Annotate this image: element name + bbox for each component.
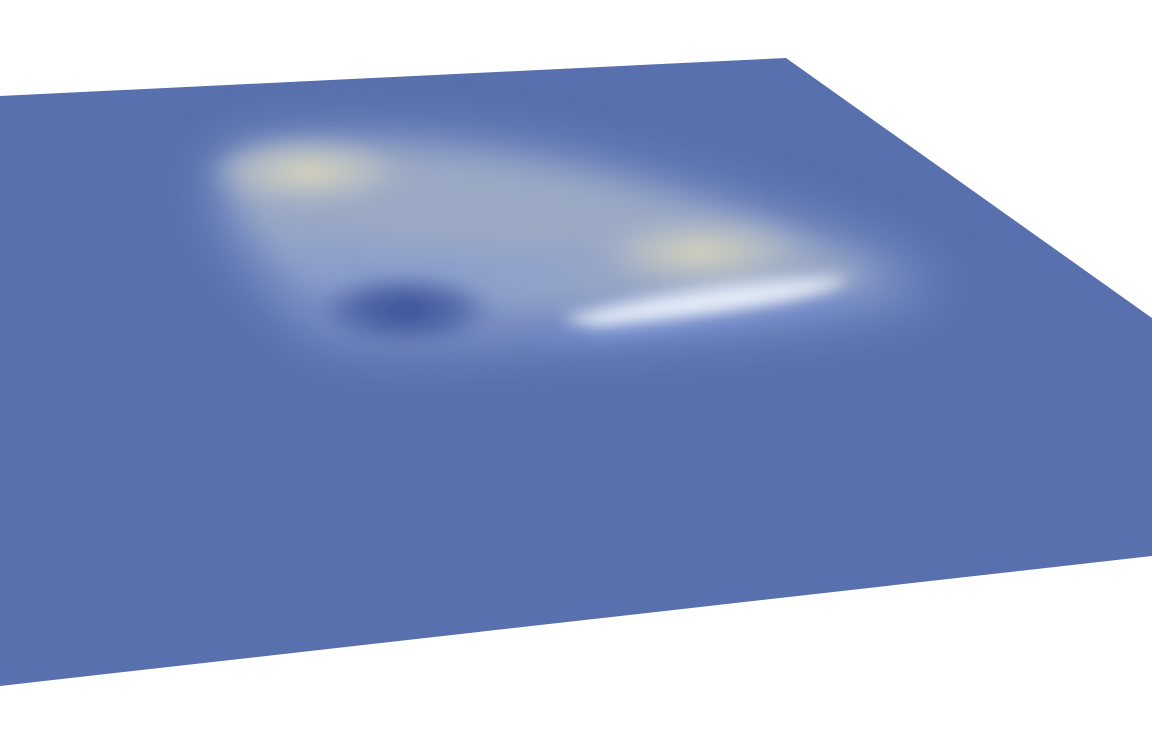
- warm-peak-left: [200, 134, 420, 210]
- warm-peak-right: [580, 212, 820, 292]
- depression-pit: [310, 272, 500, 348]
- ridge-rim: [520, 292, 880, 345]
- surface-plane: [0, 58, 1152, 686]
- bright-ridge: [560, 277, 850, 330]
